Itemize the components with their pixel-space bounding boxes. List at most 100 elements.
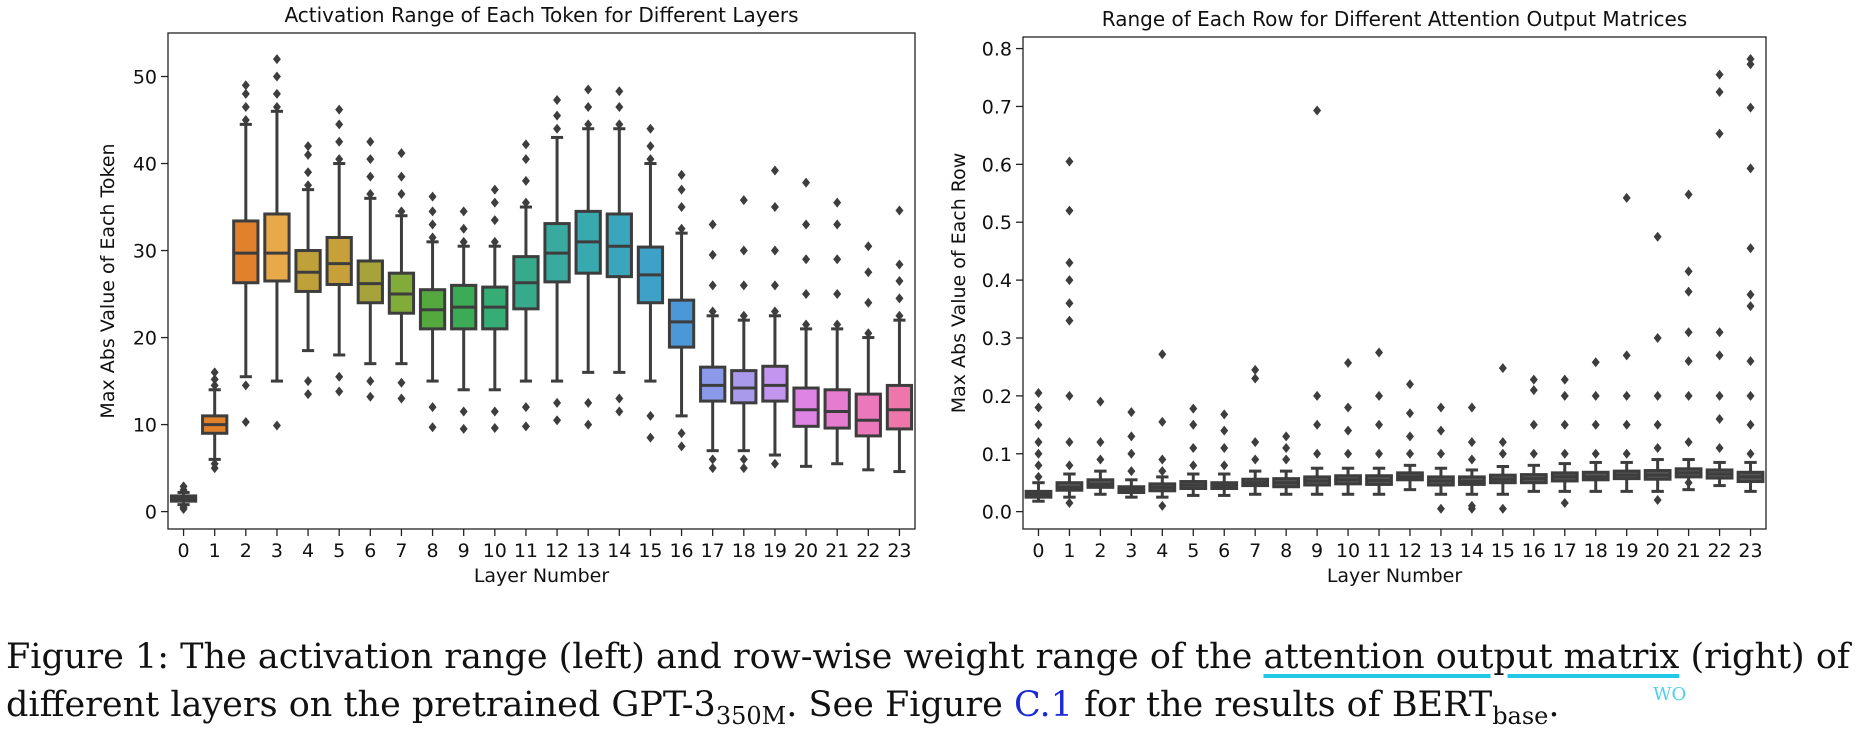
box-6 — [356, 136, 384, 402]
x-tick-label: 15 — [1491, 540, 1515, 562]
x-tick-label: 1 — [1063, 540, 1075, 562]
box-9 — [450, 206, 478, 434]
outlier-point — [1715, 128, 1724, 139]
outlier-point — [802, 219, 811, 230]
plot-frame — [1022, 36, 1767, 530]
outlier-point — [179, 502, 188, 513]
outlier-point — [677, 223, 686, 234]
outlier-point — [241, 416, 250, 427]
y-tick-label: 0.8 — [982, 39, 1012, 61]
outlier-point — [553, 397, 562, 408]
outlier-point — [1034, 448, 1043, 459]
outlier-point — [1313, 105, 1322, 116]
outlier-point — [1034, 419, 1043, 430]
x-tick-label: 19 — [763, 540, 787, 562]
x-tick-label: 14 — [1460, 540, 1484, 562]
outlier-point — [1560, 390, 1569, 401]
outlier-point — [1591, 448, 1600, 459]
outlier-point — [1405, 408, 1414, 419]
x-tick-label: 22 — [856, 540, 880, 562]
outlier-point — [1034, 471, 1043, 482]
box-body — [325, 235, 353, 286]
y-tick-label: 0.1 — [982, 444, 1012, 466]
outlier-point — [739, 310, 748, 321]
caption-prefix: Figure 1: The activation range (left) an… — [6, 637, 1264, 677]
outlier-point — [1313, 448, 1322, 459]
outlier-point — [335, 371, 344, 382]
outlier-point — [459, 206, 468, 217]
outlier-point — [802, 319, 811, 330]
outlier-point — [1591, 390, 1600, 401]
outlier-point — [864, 328, 873, 339]
y-tick-label: 10 — [133, 415, 157, 437]
outlier-point — [739, 463, 748, 474]
x-tick-label: 7 — [1249, 540, 1261, 562]
x-tick-label: 17 — [1553, 540, 1577, 562]
box-10 — [1334, 357, 1362, 496]
outlier-point — [397, 377, 406, 388]
x-tick-label: 16 — [669, 540, 693, 562]
caption-end: . — [1548, 685, 1560, 725]
outlier-point — [864, 297, 873, 308]
box-14 — [1458, 402, 1486, 514]
outlier-point — [304, 389, 313, 400]
outlier-point — [1220, 425, 1229, 436]
outlier-point — [646, 141, 655, 152]
outlier-point — [864, 267, 873, 278]
outlier-point — [615, 101, 624, 112]
outlier-point — [490, 197, 499, 208]
outlier-point — [210, 374, 219, 385]
outlier-point — [1096, 396, 1105, 407]
x-tick-label: 6 — [1218, 540, 1230, 562]
outlier-point — [1158, 416, 1167, 427]
outlier-point — [335, 119, 344, 130]
x-tick-label: 0 — [178, 540, 190, 562]
box-10 — [481, 184, 509, 434]
outlier-point — [490, 184, 499, 195]
outlier-point — [1344, 425, 1353, 436]
caption-line2-end: for the results of BERT — [1072, 685, 1493, 725]
outlier-point — [708, 306, 717, 317]
outlier-point — [1560, 448, 1569, 459]
outlier-point — [584, 119, 593, 130]
outlier-point — [833, 254, 842, 265]
x-tick-label: 10 — [1336, 540, 1360, 562]
box-19 — [761, 165, 789, 469]
outlier-point — [677, 441, 686, 452]
outlier-point — [646, 154, 655, 165]
outlier-point — [584, 84, 593, 95]
outlier-point — [241, 80, 250, 91]
outlier-point — [1653, 442, 1662, 453]
outlier-point — [1158, 349, 1167, 360]
x-tick-label: 4 — [1156, 540, 1168, 562]
outlier-point — [1065, 205, 1074, 216]
x-tick-label: 23 — [1738, 540, 1762, 562]
outlier-point — [1622, 390, 1631, 401]
outlier-point — [428, 402, 437, 413]
box-19 — [1612, 192, 1641, 493]
outlier-point — [1715, 414, 1724, 425]
outlier-point — [833, 289, 842, 300]
outlier-point — [1282, 454, 1291, 465]
x-tick-label: 11 — [1367, 540, 1391, 562]
outlier-point — [615, 406, 624, 417]
outlier-point — [1065, 497, 1074, 508]
outlier-point — [895, 293, 904, 304]
outlier-point — [1467, 402, 1476, 413]
x-tick-label: 1 — [209, 540, 221, 562]
y-tick-label: 0 — [145, 502, 157, 524]
outlier-point — [1746, 289, 1755, 300]
outlier-point — [521, 139, 530, 150]
outlier-point — [1746, 390, 1755, 401]
box-20 — [792, 177, 820, 468]
box-12 — [1396, 379, 1424, 492]
outlier-point — [895, 310, 904, 321]
outlier-point — [272, 71, 281, 82]
outlier-point — [770, 280, 779, 291]
outlier-point — [1653, 419, 1662, 430]
outlier-point — [1529, 385, 1538, 396]
x-tick-label: 18 — [1584, 540, 1608, 562]
outlier-point — [1653, 332, 1662, 343]
figure-reference-link[interactable]: C.1 — [1014, 685, 1073, 725]
y-tick-label: 0.0 — [982, 502, 1012, 524]
